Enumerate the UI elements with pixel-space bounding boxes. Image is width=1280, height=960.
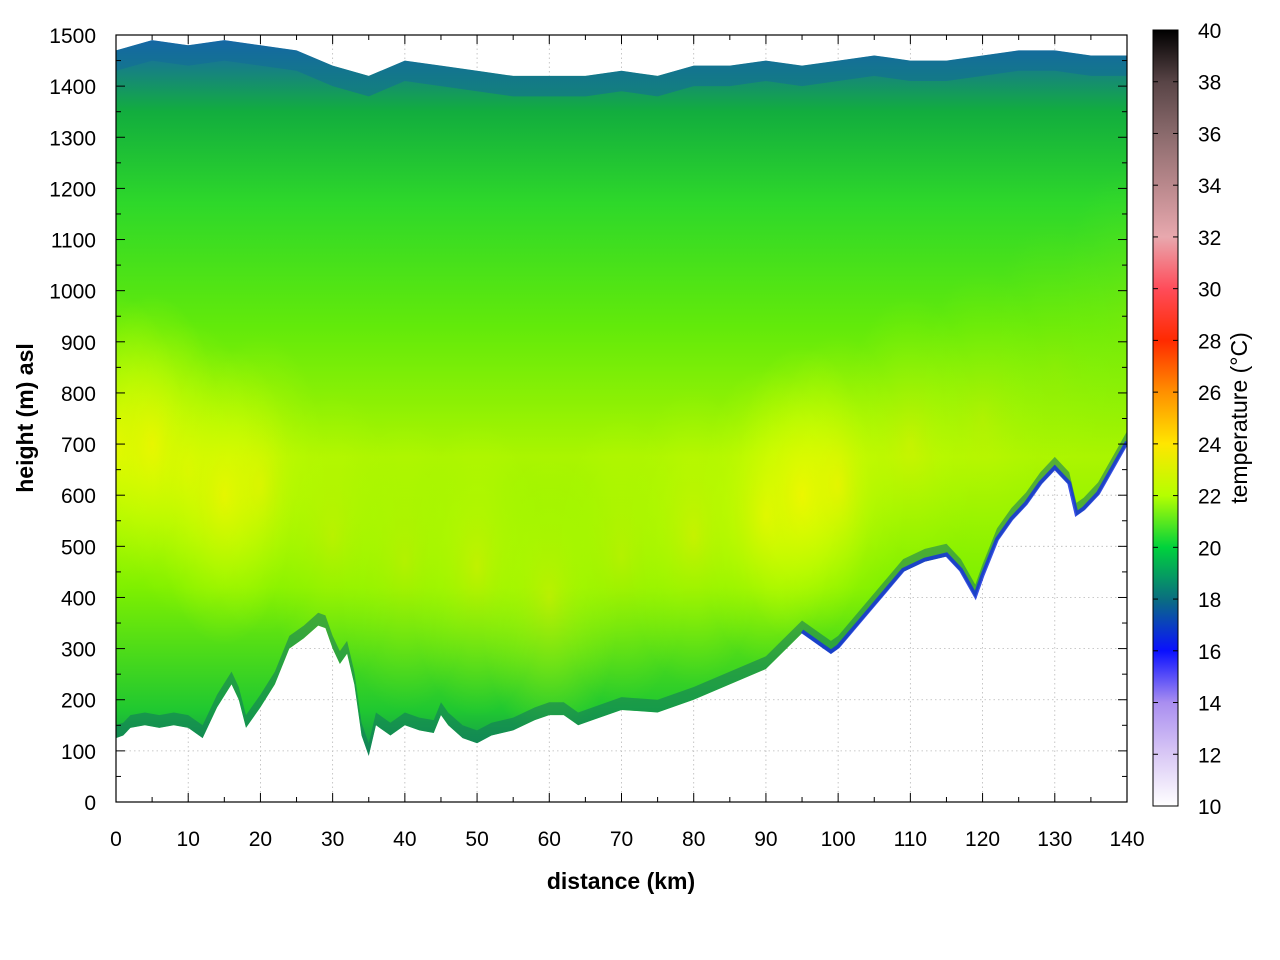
- y-tick-label: 900: [61, 332, 96, 355]
- y-axis: 0 100 200 300 400 500 600 700 800 900 1000 1100 1200…: [49, 25, 1127, 815]
- colorbar-tick-label: 20: [1198, 537, 1221, 560]
- colorbar-tick-label: 22: [1198, 486, 1221, 509]
- warm-core-blob: [1057, 166, 1127, 467]
- colorbar-tick-label: 12: [1198, 744, 1221, 767]
- x-tick-label: 90: [754, 828, 777, 851]
- colorbar-tick-label: 18: [1198, 589, 1221, 612]
- y-tick-label: 1500: [49, 25, 96, 48]
- x-tick-label: 0: [110, 828, 122, 851]
- colorbar-tick-label: 36: [1198, 123, 1221, 146]
- cold-ground-edge: [800, 441, 1127, 655]
- x-tick-label: 50: [465, 828, 488, 851]
- colorbar-tick-label: 14: [1198, 693, 1222, 716]
- x-tick-label: 60: [538, 828, 561, 851]
- x-tick-label: 140: [1109, 828, 1144, 851]
- y-tick-label: 1200: [49, 178, 96, 201]
- colorbar-tick-label: 16: [1198, 641, 1221, 664]
- y-tick-label: 100: [61, 741, 96, 764]
- y-tick-label: 1400: [49, 76, 96, 99]
- x-tick-label: 120: [965, 828, 1000, 851]
- colorbar-ticks: 10 12 14 16 18 20 22 24 26 28 30 32 34 36 38 40: [1153, 20, 1222, 819]
- y-tick-label: 1100: [51, 230, 96, 253]
- cool-upper-layer: [116, 40, 1127, 97]
- colorbar-tick-label: 28: [1198, 330, 1221, 353]
- colorbar-tick-label: 10: [1198, 796, 1221, 819]
- y-tick-label: 0: [84, 792, 96, 815]
- colorbar-tick-label: 34: [1198, 175, 1222, 198]
- y-tick-label: 700: [61, 434, 96, 457]
- colorbar-tick-label: 40: [1198, 20, 1221, 43]
- colorbar-tick-label: 24: [1198, 434, 1222, 457]
- y-tick-label: 200: [61, 690, 96, 713]
- y-tick-label: 1300: [49, 127, 96, 150]
- colorbar-title: temperature (°C): [1226, 332, 1252, 504]
- plot-area: 0 10 20 30 40 50 60 70 80 90 100 110 120 130 140 0 100 2…: [49, 25, 1145, 851]
- x-tick-label: 40: [393, 828, 416, 851]
- x-tick-label: 70: [610, 828, 633, 851]
- y-tick-label: 800: [61, 383, 96, 406]
- y-tick-label: 600: [61, 485, 96, 508]
- x-tick-label: 130: [1037, 828, 1072, 851]
- x-tick-label: 100: [821, 828, 856, 851]
- colorbar: 10 12 14 16 18 20 22 24 26 28 30 32 34 36 38 40 tempera…: [1152, 20, 1252, 819]
- x-axis-title: distance (km): [547, 868, 695, 894]
- x-tick-label: 10: [177, 828, 200, 851]
- colorbar-tick-label: 38: [1198, 72, 1221, 95]
- colorbar-tick-label: 26: [1198, 382, 1221, 405]
- x-tick-label: 110: [894, 828, 927, 851]
- colorbar-tick-label: 32: [1198, 227, 1221, 250]
- x-tick-label: 20: [249, 828, 272, 851]
- x-axis: 0 10 20 30 40 50 60 70 80 90 100 110 120 130 140: [110, 35, 1145, 851]
- y-tick-label: 300: [61, 639, 96, 662]
- colorbar-tick-label: 30: [1198, 279, 1221, 302]
- colorbar-gradient: [1152, 29, 1179, 807]
- y-axis-title: height (m) asl: [12, 343, 38, 493]
- x-tick-label: 80: [682, 828, 705, 851]
- temperature-field: [116, 40, 1127, 756]
- y-tick-label: 500: [61, 536, 96, 559]
- x-tick-label: 30: [321, 828, 344, 851]
- y-tick-label: 400: [61, 587, 96, 610]
- y-tick-label: 1000: [49, 281, 96, 304]
